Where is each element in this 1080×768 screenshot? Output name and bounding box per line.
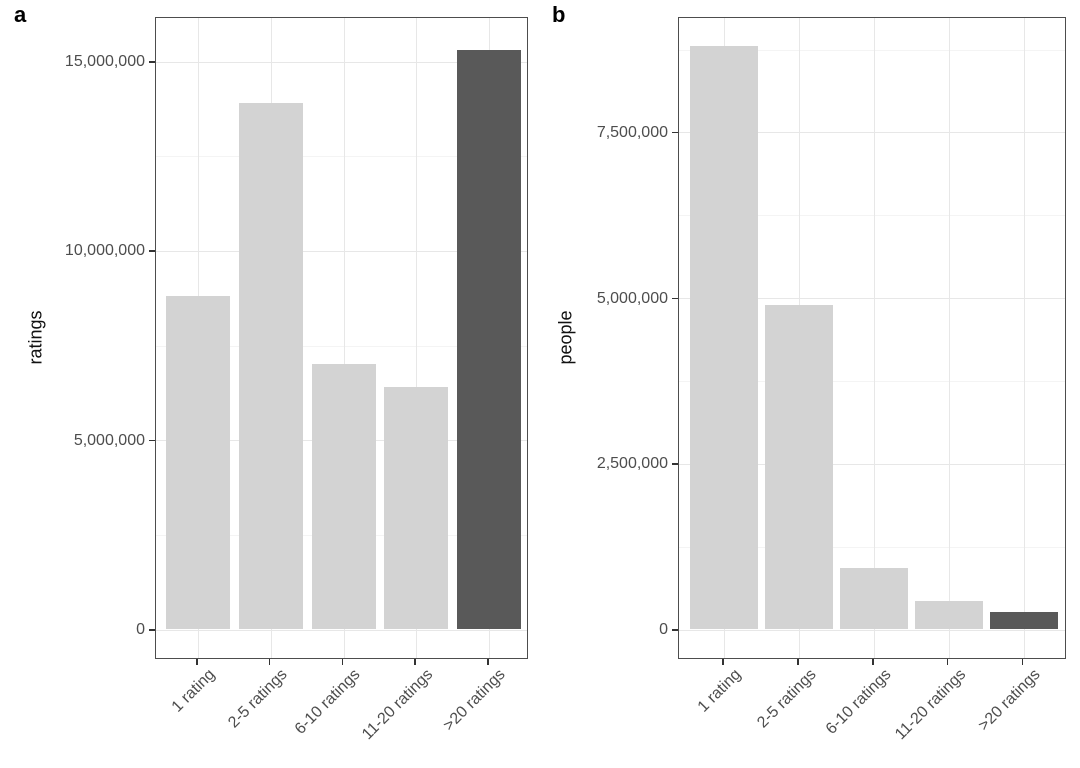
y-axis-tick-label: 10,000,000 [64, 242, 145, 260]
category-gridline [874, 18, 875, 658]
y-axis-tick-label: 5,000,000 [73, 431, 145, 449]
major-gridline [156, 629, 527, 631]
minor-gridline [679, 49, 1065, 51]
x-axis-category-label: 6-10 ratings [291, 666, 364, 738]
y-axis-tick [149, 61, 155, 63]
y-axis-title-b: people [555, 310, 576, 365]
x-axis-category-label: 2-5 ratings [225, 666, 291, 732]
y-axis-title-a: ratings [25, 310, 46, 365]
major-gridline [679, 298, 1065, 300]
x-axis-tick [487, 659, 489, 665]
bar-20-ratings [989, 611, 1058, 630]
y-axis-tick-label: 15,000,000 [64, 53, 145, 71]
category-gridline [416, 18, 418, 658]
y-axis-tick-label: 7,500,000 [596, 123, 668, 141]
bar-6-10-ratings [840, 567, 908, 630]
minor-gridline [679, 546, 1065, 548]
bar-6-10-ratings [311, 364, 376, 630]
major-gridline [156, 61, 527, 63]
x-axis-tick [946, 659, 949, 665]
x-axis-tick [414, 659, 416, 665]
bar-1-rating [690, 46, 759, 630]
panel-letter-a: a [14, 2, 27, 27]
bar-11-20-ratings [384, 387, 449, 630]
panel-letter-b: b [552, 2, 566, 27]
y-axis-tick [149, 250, 155, 252]
x-axis-tick [196, 659, 198, 665]
category-gridline [1023, 18, 1025, 658]
x-axis-category-label: >20 ratings [975, 666, 1044, 735]
y-axis-tick [672, 463, 678, 465]
bar-11-20-ratings [914, 601, 983, 630]
major-gridline [679, 463, 1065, 465]
major-gridline [679, 629, 1065, 631]
x-axis-category-label: 11-20 ratings [891, 666, 969, 744]
y-axis-tick-label: 2,500,000 [596, 455, 668, 473]
y-axis-tick [149, 439, 155, 442]
panel-a-plot-area [155, 17, 528, 659]
x-axis-category-label: 1 rating [694, 666, 745, 716]
y-axis-tick-label: 5,000,000 [596, 289, 668, 307]
minor-gridline [156, 345, 527, 347]
x-axis-tick [341, 659, 343, 665]
y-axis-tick [672, 131, 678, 134]
minor-gridline [679, 380, 1065, 382]
bar-1-rating [166, 296, 230, 630]
x-axis-category-label: 11-20 ratings [359, 666, 437, 744]
y-axis-tick [672, 297, 678, 300]
minor-gridline [156, 156, 527, 158]
x-axis-tick [1021, 659, 1024, 665]
y-axis-tick-label: 0 [136, 621, 145, 638]
x-axis-category-label: 1 rating [168, 666, 219, 716]
major-gridline [156, 250, 527, 252]
minor-gridline [679, 215, 1065, 217]
x-axis-category-label: 2-5 ratings [753, 666, 820, 732]
y-axis-tick [672, 629, 678, 631]
major-gridline [679, 132, 1065, 134]
bar-2-5-ratings [238, 103, 303, 630]
category-gridline [948, 18, 950, 658]
bar-20-ratings [457, 50, 521, 630]
panel-b-plot-area [678, 17, 1066, 659]
x-axis-tick [872, 659, 874, 665]
x-axis-tick [797, 659, 799, 665]
x-axis-tick [722, 659, 724, 665]
x-axis-category-label: >20 ratings [440, 666, 510, 735]
x-axis-tick [268, 659, 271, 665]
bar-2-5-ratings [765, 304, 834, 630]
y-axis-tick [149, 629, 155, 631]
x-axis-category-label: 6-10 ratings [822, 666, 895, 738]
category-gridline [343, 18, 345, 658]
y-axis-tick-label: 0 [659, 621, 668, 638]
